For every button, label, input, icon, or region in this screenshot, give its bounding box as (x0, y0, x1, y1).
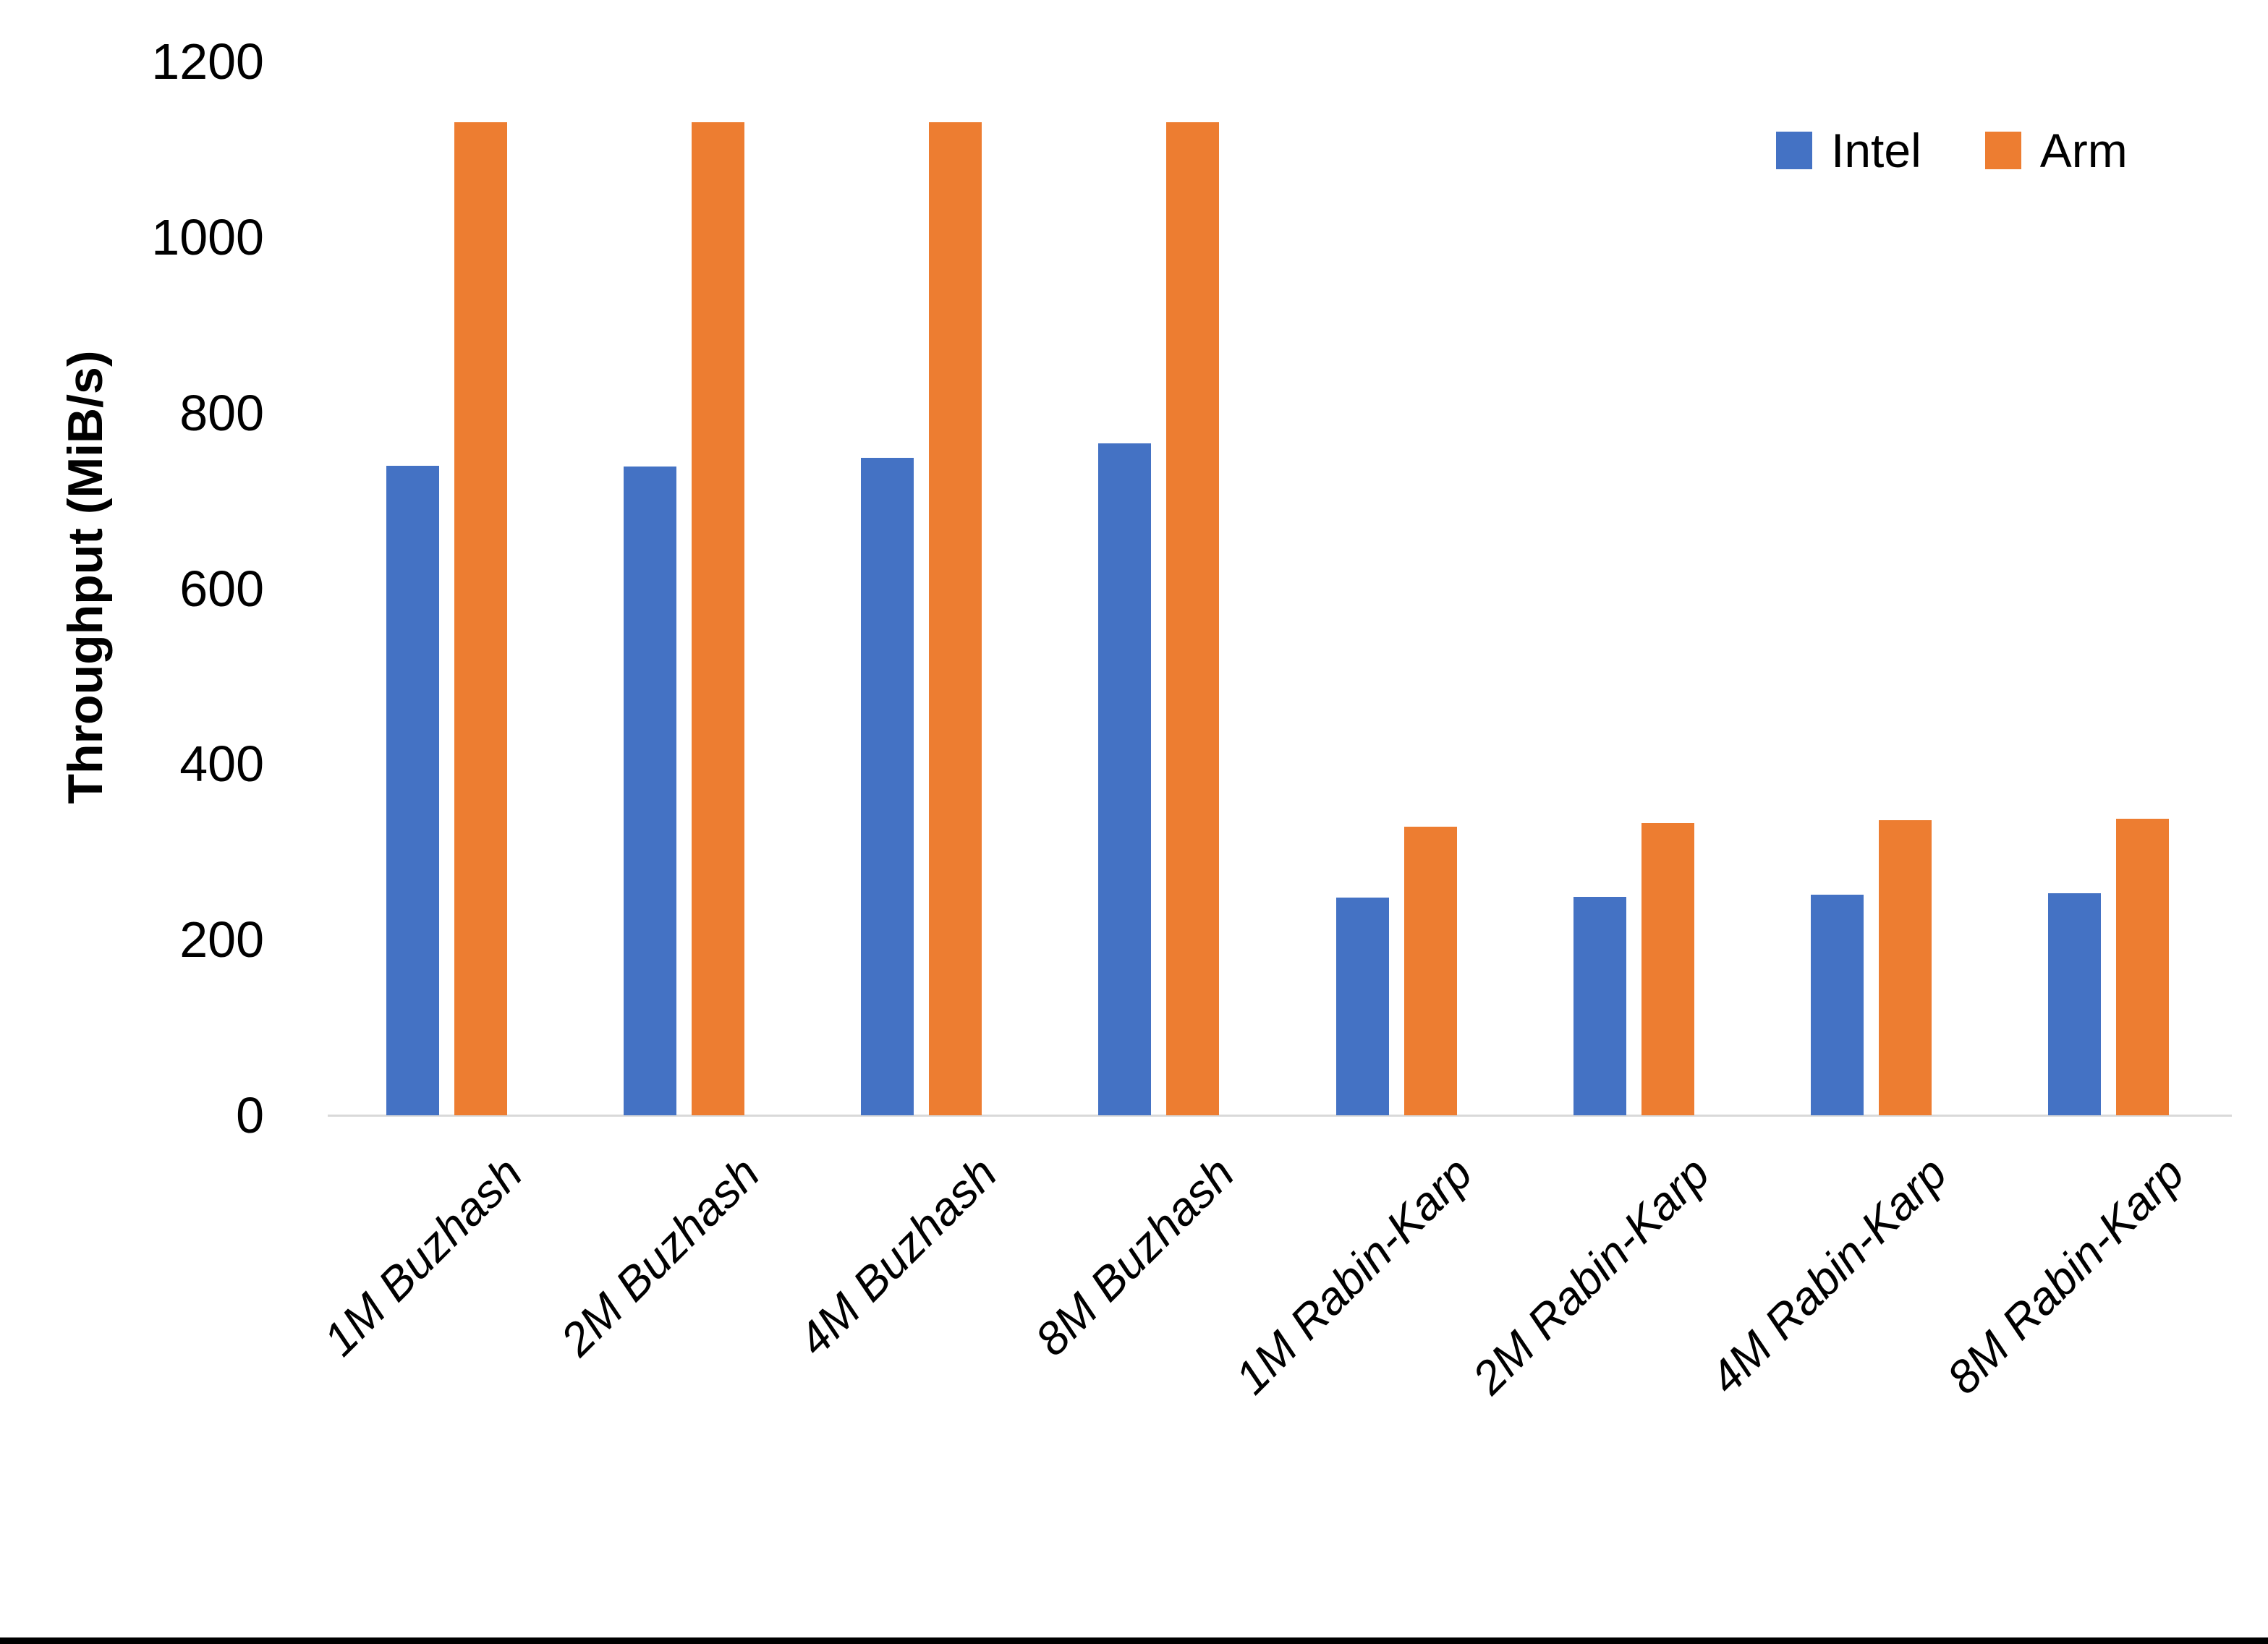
legend-item-intel: Intel (1776, 123, 1921, 178)
y-tick-label-600: 600 (179, 560, 264, 617)
bar-arm-2m-buzhash (692, 122, 745, 1115)
legend-swatch-arm (1984, 132, 2021, 169)
bar-arm-8m-buzhash (1166, 122, 1220, 1115)
x-label-2m-rabin-karp: 2M Rabin-Karp (1462, 1146, 1720, 1404)
y-tick-label-800: 800 (179, 384, 264, 441)
y-tick-label-1000: 1000 (151, 208, 264, 265)
x-axis-line (328, 1115, 2232, 1117)
y-tick-label-400: 400 (179, 736, 264, 793)
bar-intel-8m-rabin-karp (2047, 893, 2101, 1115)
bar-intel-1m-rabin-karp (1335, 897, 1389, 1115)
bar-intel-4m-rabin-karp (1810, 895, 1864, 1115)
bar-arm-2m-rabin-karp (1641, 822, 1694, 1115)
bar-intel-2m-rabin-karp (1573, 896, 1626, 1115)
bar-arm-1m-rabin-karp (1403, 826, 1457, 1115)
y-tick-label-200: 200 (179, 911, 264, 968)
bar-intel-1m-buzhash (386, 465, 439, 1115)
bar-arm-4m-buzhash (929, 122, 982, 1115)
bar-intel-8m-buzhash (1098, 443, 1152, 1115)
legend-swatch-intel (1776, 132, 1812, 169)
x-label-8m-rabin-karp: 8M Rabin-Karp (1937, 1146, 2194, 1404)
legend-label-arm: Arm (2039, 124, 2128, 177)
x-label-4m-rabin-karp: 4M Rabin-Karp (1699, 1146, 1957, 1404)
bar-arm-8m-rabin-karp (2115, 818, 2169, 1115)
x-label-2m-buzhash: 2M Buzhash (551, 1146, 770, 1366)
legend: Intel Arm (1776, 123, 2128, 178)
y-tick-label-0: 0 (236, 1087, 264, 1143)
legend-item-arm: Arm (1984, 123, 2128, 178)
bottom-border (0, 1637, 2268, 1644)
x-label-8m-buzhash: 8M Buzhash (1025, 1146, 1245, 1366)
x-label-4m-buzhash: 4M Buzhash (788, 1146, 1007, 1366)
bar-intel-2m-buzhash (624, 466, 677, 1115)
x-label-1m-buzhash: 1M Buzhash (313, 1146, 532, 1366)
bar-arm-1m-buzhash (454, 122, 507, 1115)
bar-arm-4m-rabin-karp (1878, 820, 1932, 1115)
legend-label-intel: Intel (1831, 124, 1921, 177)
bar-intel-4m-buzhash (861, 457, 914, 1115)
x-label-1m-rabin-karp: 1M Rabin-Karp (1224, 1146, 1482, 1404)
y-tick-label-1200: 1200 (151, 33, 264, 90)
